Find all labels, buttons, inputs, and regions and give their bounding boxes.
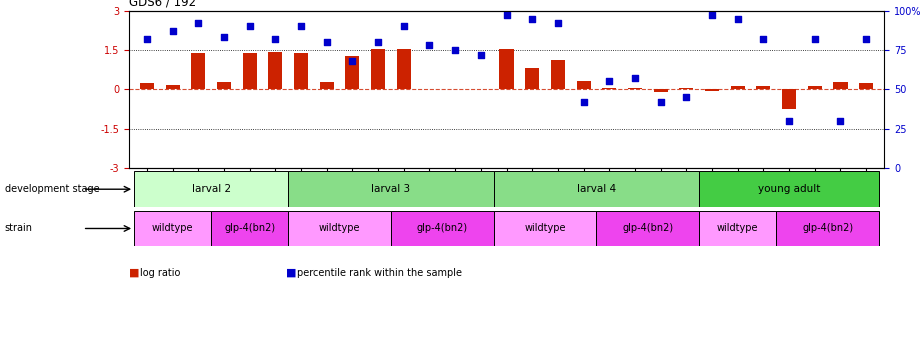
Bar xyxy=(499,49,514,89)
Bar xyxy=(628,88,642,89)
Point xyxy=(268,36,283,42)
Point xyxy=(730,16,745,21)
Bar xyxy=(602,88,616,89)
Text: larval 3: larval 3 xyxy=(371,184,411,194)
Bar xyxy=(397,49,411,89)
Bar xyxy=(654,89,668,92)
Text: ■: ■ xyxy=(129,268,143,278)
Bar xyxy=(140,84,154,89)
Bar xyxy=(217,82,231,89)
Bar xyxy=(834,82,847,89)
Point xyxy=(577,99,591,105)
Point xyxy=(165,28,180,34)
Text: wildtype: wildtype xyxy=(152,223,193,233)
Text: glp-4(bn2): glp-4(bn2) xyxy=(802,223,853,233)
Bar xyxy=(776,211,879,246)
Point xyxy=(320,39,334,45)
Point xyxy=(705,12,719,18)
Bar xyxy=(134,171,288,207)
Text: glp-4(bn2): glp-4(bn2) xyxy=(417,223,468,233)
Bar xyxy=(577,81,590,89)
Bar xyxy=(699,171,879,207)
Bar xyxy=(166,85,180,89)
Point xyxy=(756,36,771,42)
Bar xyxy=(268,52,283,89)
Bar xyxy=(494,171,699,207)
Bar xyxy=(288,211,391,246)
Point xyxy=(834,118,848,124)
Bar xyxy=(345,56,359,89)
Text: glp-4(bn2): glp-4(bn2) xyxy=(623,223,673,233)
Point xyxy=(473,52,488,57)
Bar xyxy=(288,171,494,207)
Point xyxy=(782,118,797,124)
Bar xyxy=(680,88,694,89)
Bar xyxy=(192,53,205,89)
Bar xyxy=(551,60,565,89)
Point xyxy=(191,20,205,26)
Bar xyxy=(294,53,309,89)
Text: GDS6 / 192: GDS6 / 192 xyxy=(129,0,196,8)
Bar xyxy=(808,86,822,89)
Point xyxy=(551,20,565,26)
Point xyxy=(294,24,309,29)
Bar xyxy=(859,84,873,89)
Bar xyxy=(320,82,333,89)
Point xyxy=(422,42,437,48)
Text: wildtype: wildtype xyxy=(319,223,360,233)
Bar xyxy=(134,211,211,246)
Bar xyxy=(391,211,494,246)
Text: wildtype: wildtype xyxy=(717,223,759,233)
Bar xyxy=(705,89,719,91)
Point xyxy=(216,35,231,40)
Bar xyxy=(371,49,385,89)
Point xyxy=(653,99,668,105)
Text: larval 2: larval 2 xyxy=(192,184,230,194)
Bar xyxy=(242,53,257,89)
Point xyxy=(371,39,386,45)
Text: ■: ■ xyxy=(286,268,299,278)
Text: young adult: young adult xyxy=(758,184,821,194)
Point xyxy=(499,12,514,18)
Point xyxy=(396,24,411,29)
Bar xyxy=(211,211,288,246)
Text: wildtype: wildtype xyxy=(524,223,565,233)
Text: development stage: development stage xyxy=(5,184,99,194)
Bar xyxy=(597,211,699,246)
Bar xyxy=(782,89,796,109)
Bar xyxy=(730,86,745,89)
Text: glp-4(bn2): glp-4(bn2) xyxy=(224,223,275,233)
Text: percentile rank within the sample: percentile rank within the sample xyxy=(297,268,461,278)
Point xyxy=(140,36,155,42)
Point xyxy=(242,24,257,29)
Point xyxy=(525,16,540,21)
Text: strain: strain xyxy=(5,223,32,233)
Bar xyxy=(494,211,597,246)
Bar xyxy=(699,211,776,246)
Point xyxy=(448,47,462,53)
Text: log ratio: log ratio xyxy=(140,268,181,278)
Bar xyxy=(525,68,540,89)
Text: larval 4: larval 4 xyxy=(577,184,616,194)
Point xyxy=(345,58,360,64)
Bar xyxy=(756,86,771,89)
Point xyxy=(808,36,822,42)
Point xyxy=(679,94,694,100)
Point xyxy=(858,36,873,42)
Point xyxy=(602,79,617,84)
Point xyxy=(627,75,642,81)
